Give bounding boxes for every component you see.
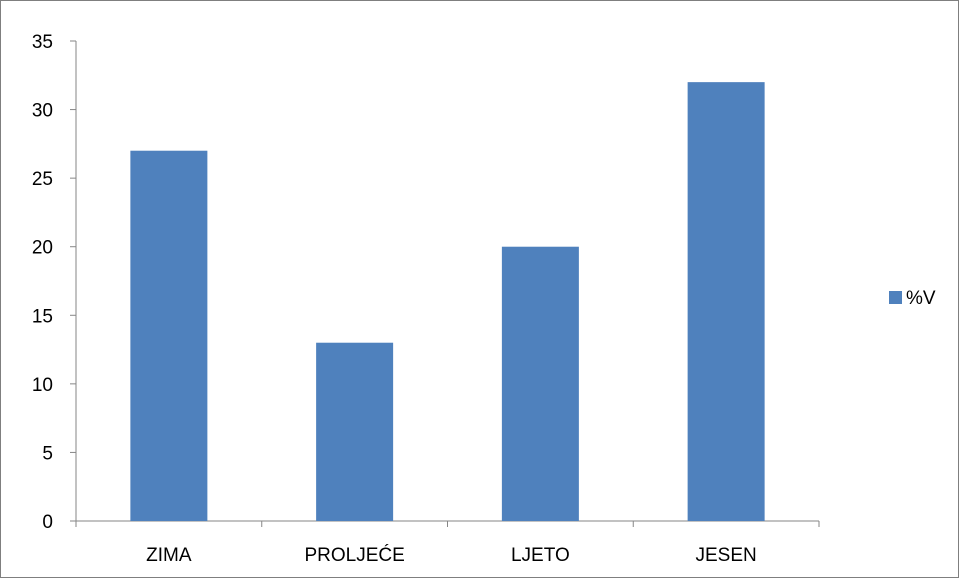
bar-ljeto xyxy=(501,246,579,521)
x-axis-ticks: ZIMA PROLJEĆE LJETO JESEN xyxy=(75,521,820,566)
legend: %V xyxy=(889,288,936,309)
bars xyxy=(130,82,765,522)
bar-zima xyxy=(130,150,208,521)
y-axis-ticks: 0 5 10 15 20 25 30 35 xyxy=(32,32,76,533)
legend-label: %V xyxy=(906,288,936,309)
y-tick-label: 5 xyxy=(42,443,53,464)
x-tick-label: JESEN xyxy=(696,545,757,566)
y-tick-label: 20 xyxy=(32,238,53,259)
y-tick-label: 0 xyxy=(42,512,53,533)
x-tick-label: PROLJEĆE xyxy=(304,544,404,566)
bar-jesen xyxy=(687,82,765,522)
x-tick-label: LJETO xyxy=(511,545,570,566)
legend-swatch xyxy=(889,291,902,304)
y-tick-label: 30 xyxy=(32,101,53,122)
bar-proljeće xyxy=(316,342,394,521)
y-tick-label: 15 xyxy=(32,306,53,327)
y-tick-label: 25 xyxy=(32,169,53,190)
x-tick-label: ZIMA xyxy=(146,545,192,566)
y-tick-label: 10 xyxy=(32,375,53,396)
y-tick-label: 35 xyxy=(32,32,53,53)
